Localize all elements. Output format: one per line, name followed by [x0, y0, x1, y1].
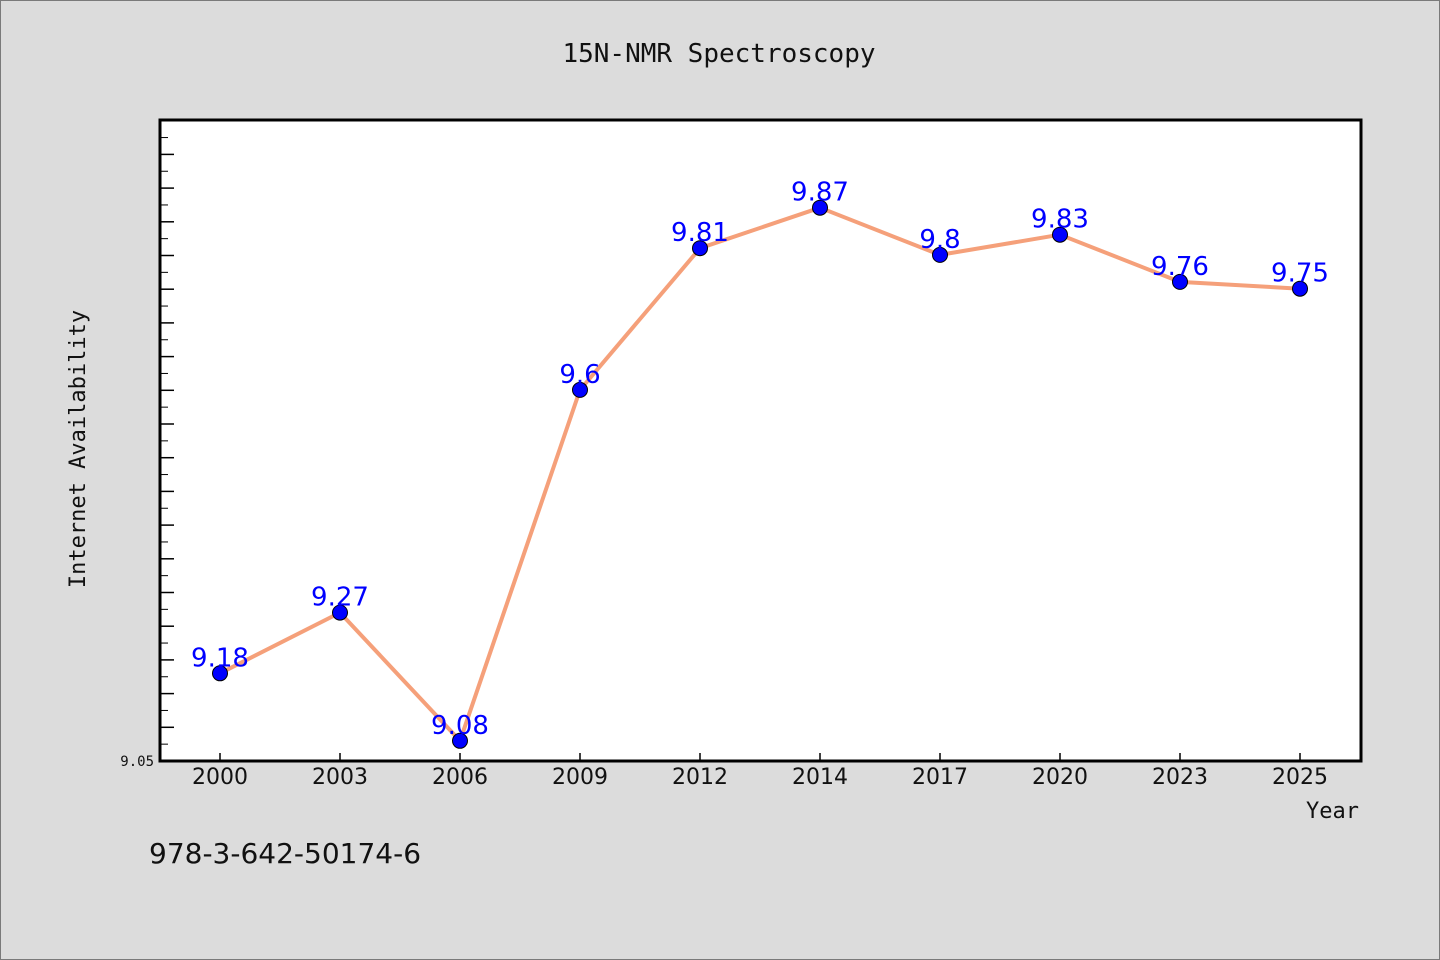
- series-layer: 9.18 9.27 9.08 9.6 9.81 9.87 9.8 9.83 9.76 9.75: [191, 178, 1329, 749]
- x-tick-label: 2014: [792, 765, 848, 790]
- data-point: [332, 604, 348, 621]
- x-tick-label: 2020: [1032, 765, 1088, 790]
- data-label: 9.18: [191, 643, 249, 673]
- x-tick-label: 2009: [552, 765, 608, 790]
- x-tick-label: 2025: [1272, 765, 1328, 790]
- isbn-footer: 978-3-642-50174-6: [149, 837, 421, 870]
- data-point: [812, 199, 828, 216]
- series-line: [219, 205, 1301, 743]
- x-tick-label: 2017: [912, 765, 968, 790]
- data-point: [1052, 226, 1068, 243]
- data-label: 9.08: [431, 711, 489, 741]
- data-label: 9.83: [1031, 205, 1089, 235]
- data-point: [452, 732, 468, 749]
- data-point: [692, 240, 708, 257]
- data-point: [1292, 280, 1308, 297]
- x-tick-label: 2000: [192, 765, 248, 790]
- data-label: 9.8: [919, 225, 960, 255]
- x-tick-label: 2023: [1152, 765, 1208, 790]
- x-tick-label: 2012: [672, 765, 728, 790]
- x-axis-ticks: 2000 2003 2006 2009 2012 2014 2017 2020 2023 2025: [192, 753, 1328, 790]
- data-label: 9.87: [791, 178, 849, 208]
- x-tick-label: 2006: [432, 765, 488, 790]
- data-label: 9.6: [559, 360, 600, 390]
- data-point: [1172, 273, 1188, 290]
- data-point: [212, 665, 228, 682]
- data-label: 9.27: [311, 583, 369, 613]
- data-point: [932, 246, 948, 263]
- y-minor-ticks: [160, 137, 174, 762]
- y-axis-label: Internet Availability: [66, 310, 91, 588]
- x-axis-label: Year: [1306, 799, 1359, 824]
- y-tick-label: 9.05: [120, 754, 154, 770]
- plot-area: [158, 118, 1363, 763]
- data-label: 9.75: [1271, 259, 1329, 289]
- data-label: 9.81: [671, 218, 729, 248]
- data-point: [572, 381, 588, 398]
- chart-title: 15N-NMR Spectroscopy: [562, 39, 875, 69]
- x-tick-label: 2003: [312, 765, 368, 790]
- data-label: 9.76: [1151, 252, 1209, 282]
